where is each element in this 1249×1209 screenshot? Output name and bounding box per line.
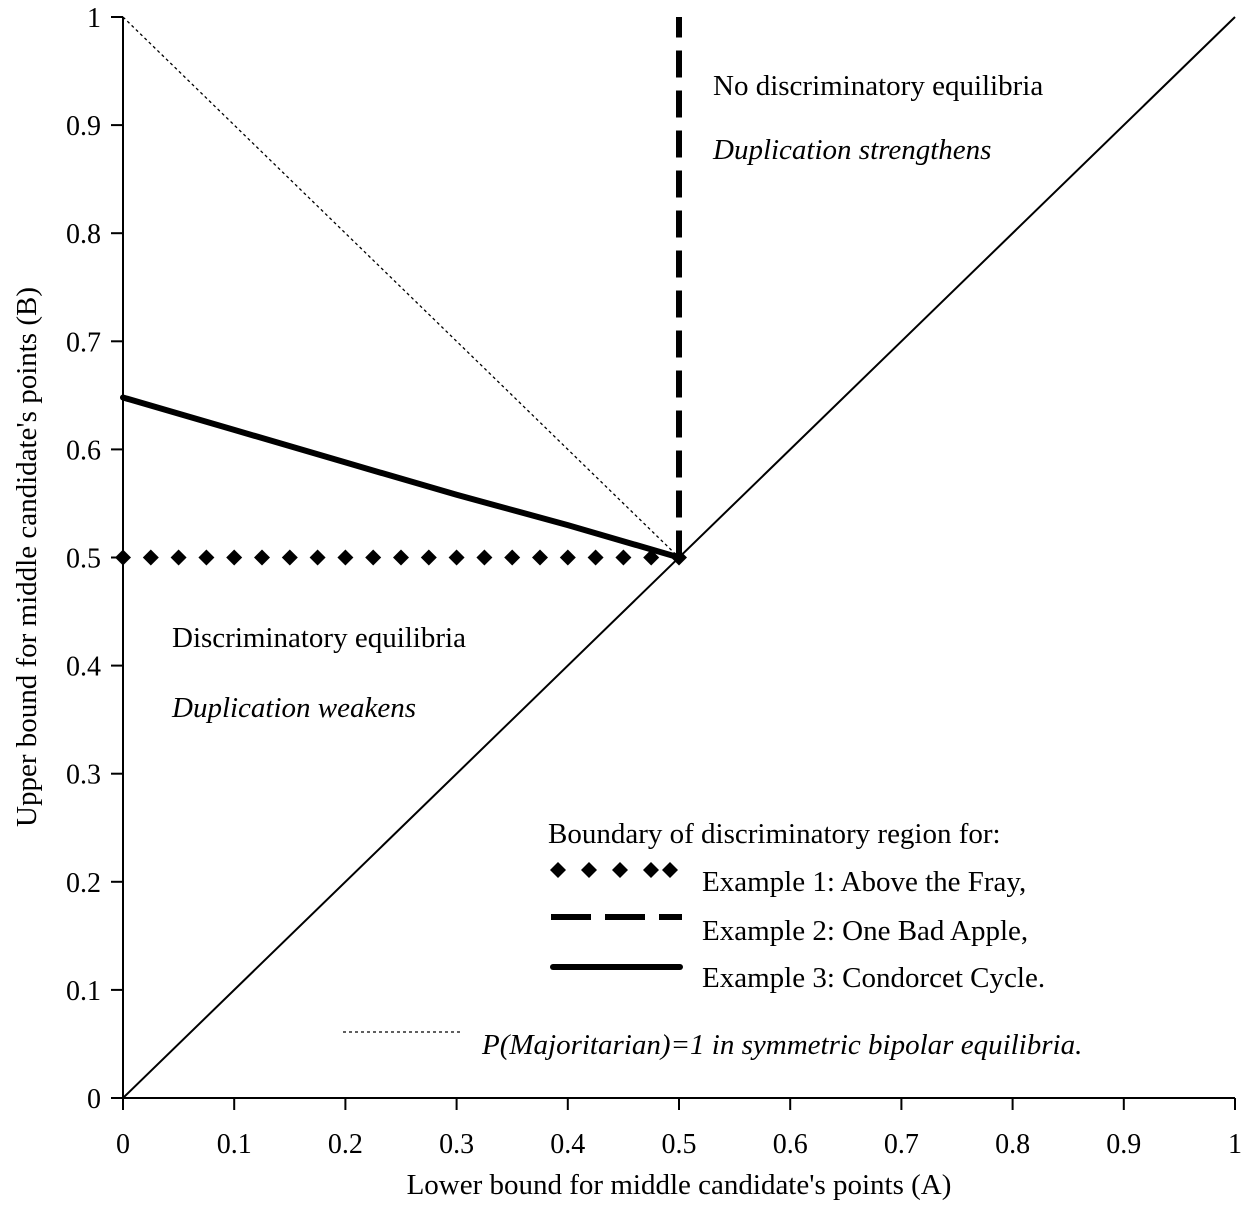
x-tick-label: 0.4 bbox=[550, 1129, 585, 1160]
diamond-point bbox=[309, 549, 326, 566]
diamond-point bbox=[504, 549, 521, 566]
diamond-point bbox=[142, 549, 159, 566]
diamond-point bbox=[448, 549, 465, 566]
diamond-point bbox=[198, 549, 215, 566]
legend: Boundary of discriminatory region for: E… bbox=[343, 818, 1082, 1061]
region-note-duplication-weakens: Duplication weakens bbox=[171, 692, 416, 724]
region-label-discriminatory: Discriminatory equilibria bbox=[172, 622, 466, 654]
y-tick-label: 0.8 bbox=[66, 219, 101, 250]
diamond-point bbox=[420, 549, 437, 566]
y-tick-label: 0.6 bbox=[66, 435, 101, 466]
diamond-point bbox=[170, 549, 187, 566]
legend-entry-majoritarian: P(Majoritarian)=1 in symmetric bipolar e… bbox=[481, 1029, 1082, 1061]
x-tick-label: 0.9 bbox=[1106, 1129, 1141, 1160]
y-tick-label: 0.1 bbox=[66, 976, 101, 1007]
diamond-point bbox=[476, 549, 493, 566]
legend-diamond bbox=[612, 862, 628, 878]
x-tick-label: 0.3 bbox=[439, 1129, 474, 1160]
legend-sample-diamonds bbox=[550, 862, 678, 878]
diamond-point bbox=[365, 549, 382, 566]
y-tick-label: 1 bbox=[87, 3, 101, 34]
y-tick-label: 0.3 bbox=[66, 760, 101, 791]
diamond-point bbox=[337, 549, 354, 566]
diamond-point bbox=[559, 549, 576, 566]
series-group bbox=[115, 16, 1236, 1099]
diamond-point bbox=[532, 549, 548, 566]
x-tick-label: 0.8 bbox=[995, 1129, 1030, 1160]
legend-diamond bbox=[550, 862, 566, 878]
x-tick-label: 1 bbox=[1228, 1129, 1242, 1160]
legend-entry-example-2: Example 2: One Bad Apple, bbox=[702, 915, 1028, 947]
diamond-point bbox=[393, 549, 409, 566]
x-tick-label: 0.7 bbox=[884, 1129, 919, 1160]
legend-diamond bbox=[662, 862, 678, 878]
diamond-point bbox=[115, 549, 131, 566]
x-tick-label: 0.5 bbox=[662, 1129, 697, 1160]
legend-title: Boundary of discriminatory region for: bbox=[548, 818, 1001, 850]
x-axis-label: Lower bound for middle candidate's point… bbox=[407, 1169, 952, 1201]
x-tick-label: 0.1 bbox=[217, 1129, 252, 1160]
y-tick-label: 0.2 bbox=[66, 868, 101, 899]
legend-entry-example-3: Example 3: Condorcet Cycle. bbox=[702, 962, 1045, 994]
diamond-point bbox=[254, 549, 270, 566]
y-tick-label: 0.9 bbox=[66, 111, 101, 142]
x-tick-label: 0.2 bbox=[328, 1129, 363, 1160]
legend-diamond bbox=[581, 862, 597, 878]
diamond-point bbox=[226, 549, 243, 566]
axes: 0 0.1 0.2 0.3 0.4 0.5 0.6 0.7 0.8 0.9 1 0 0.1 0.2 0.3 0… bbox=[66, 3, 1242, 1160]
legend-diamond bbox=[643, 862, 659, 878]
region-note-duplication-strengthens: Duplication strengthens bbox=[712, 134, 991, 166]
example-1-diamond-series bbox=[115, 549, 687, 566]
region-label-no-discriminatory: No discriminatory equilibria bbox=[713, 70, 1043, 102]
diamond-point bbox=[615, 549, 632, 566]
example-3-solid-line bbox=[120, 394, 682, 561]
x-tick-label: 0.6 bbox=[773, 1129, 808, 1160]
legend-entry-example-1: Example 1: Above the Fray, bbox=[702, 866, 1026, 898]
diamond-point bbox=[281, 549, 298, 566]
diamond-point bbox=[587, 549, 604, 566]
y-tick-label: 0.5 bbox=[66, 544, 101, 575]
x-tick-label: 0 bbox=[116, 1129, 130, 1160]
y-axis-label: Upper bound for middle candidate's point… bbox=[11, 287, 43, 827]
y-tick-label: 0 bbox=[87, 1084, 101, 1115]
y-tick-label: 0.4 bbox=[66, 652, 101, 683]
y-tick-label: 0.7 bbox=[66, 327, 101, 358]
